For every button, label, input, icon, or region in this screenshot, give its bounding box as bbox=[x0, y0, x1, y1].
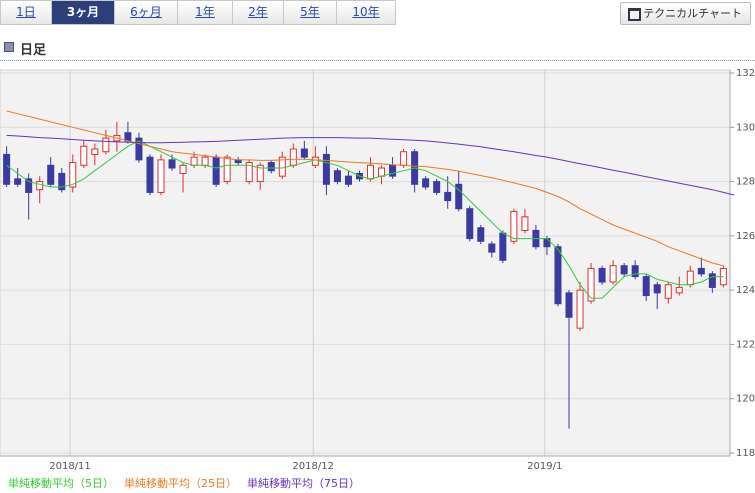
candle-body bbox=[58, 172, 66, 191]
candle-body bbox=[212, 156, 220, 185]
candle-body bbox=[444, 191, 452, 202]
candle-body bbox=[333, 170, 341, 183]
candle-body bbox=[25, 178, 33, 193]
candle-body bbox=[146, 156, 154, 193]
candle-body bbox=[157, 159, 165, 193]
candle-body bbox=[576, 289, 584, 329]
candle-body bbox=[488, 243, 496, 253]
candle-body bbox=[168, 159, 176, 169]
y-tick-label: 126 bbox=[736, 231, 755, 242]
candle-body bbox=[422, 178, 430, 188]
candle-body bbox=[400, 151, 408, 166]
candle-body bbox=[190, 156, 198, 166]
candle-body bbox=[124, 132, 132, 142]
candle-body bbox=[47, 164, 55, 185]
candle-body bbox=[201, 156, 209, 166]
tab[interactable]: 1年 bbox=[178, 0, 233, 25]
tab[interactable]: 10年 bbox=[337, 0, 396, 25]
section-title: 日足 bbox=[4, 39, 46, 58]
candle-body bbox=[311, 156, 319, 166]
candle-body bbox=[697, 267, 705, 275]
candle-body bbox=[554, 246, 562, 305]
technical-chart-button[interactable]: テクニカルチャート bbox=[620, 2, 751, 25]
divider bbox=[0, 60, 755, 61]
candle-body bbox=[598, 267, 606, 283]
y-tick-label: 120 bbox=[736, 394, 755, 405]
candle-body bbox=[69, 162, 77, 188]
candle-body bbox=[267, 162, 275, 172]
candle-body bbox=[378, 167, 386, 177]
candle-body bbox=[433, 181, 441, 193]
candle-body bbox=[587, 267, 595, 302]
candle-body bbox=[609, 265, 617, 283]
tab[interactable]: 1日 bbox=[0, 0, 52, 25]
candle-body bbox=[642, 276, 650, 297]
candle-body bbox=[620, 265, 628, 275]
candle-body bbox=[91, 148, 99, 155]
candle-body bbox=[565, 292, 573, 318]
x-tick-label: 2018/11 bbox=[49, 461, 91, 472]
candle-body bbox=[80, 145, 88, 166]
candle-body bbox=[36, 181, 44, 191]
candle-body bbox=[135, 137, 143, 161]
candle-body bbox=[344, 175, 352, 185]
legend-entry: 単純移動平均（25日） bbox=[124, 476, 237, 490]
candle-body bbox=[455, 183, 463, 210]
tab[interactable]: 2年 bbox=[233, 0, 284, 25]
y-tick-label: 130 bbox=[736, 122, 755, 133]
candle-body bbox=[708, 273, 716, 288]
candle-body bbox=[499, 232, 507, 261]
candle-body bbox=[300, 148, 308, 158]
candle-body bbox=[289, 148, 297, 166]
candle-body bbox=[102, 137, 110, 153]
candle-body bbox=[245, 162, 253, 183]
candle-body bbox=[466, 208, 474, 240]
candle-body bbox=[179, 164, 187, 174]
candle-body bbox=[543, 238, 551, 248]
y-tick-label: 132 bbox=[736, 68, 755, 79]
moving-average-line bbox=[6, 110, 724, 267]
candle-body bbox=[389, 164, 397, 177]
candle-body bbox=[256, 164, 264, 183]
candle-body bbox=[675, 286, 683, 294]
legend-entry: 単純移動平均（75日） bbox=[247, 476, 360, 490]
moving-average-line bbox=[6, 140, 724, 299]
tab[interactable]: 3ヶ月 bbox=[52, 0, 115, 25]
x-tick-label: 2018/12 bbox=[292, 461, 334, 472]
candle-body bbox=[278, 156, 286, 177]
tab[interactable]: 6ヶ月 bbox=[115, 0, 178, 25]
tab[interactable]: 5年 bbox=[284, 0, 337, 25]
tabs: 1日 3ヶ月 6ヶ月 1年 2年 5年 10年 bbox=[0, 0, 396, 25]
legend-entry: 単純移動平均（5日） bbox=[8, 476, 114, 490]
candle-body bbox=[367, 164, 375, 180]
y-tick-label: 128 bbox=[736, 177, 755, 188]
x-tick-label: 2019/1 bbox=[527, 461, 562, 472]
candle-body bbox=[223, 156, 231, 183]
candle-body bbox=[686, 270, 694, 286]
candle-body bbox=[477, 227, 485, 242]
candle-body bbox=[3, 153, 11, 185]
y-tick-label: 122 bbox=[736, 339, 755, 350]
candle-body bbox=[510, 210, 518, 242]
moving-average-line bbox=[6, 134, 735, 196]
plot-background bbox=[0, 69, 731, 457]
y-tick-label: 118 bbox=[736, 448, 755, 459]
candle-body bbox=[322, 153, 330, 185]
candle-body bbox=[521, 216, 529, 231]
candle-body bbox=[14, 178, 22, 185]
candle-body bbox=[664, 284, 672, 299]
y-tick-label: 124 bbox=[736, 285, 755, 296]
candle-body bbox=[631, 265, 639, 278]
candle-body bbox=[653, 284, 661, 294]
